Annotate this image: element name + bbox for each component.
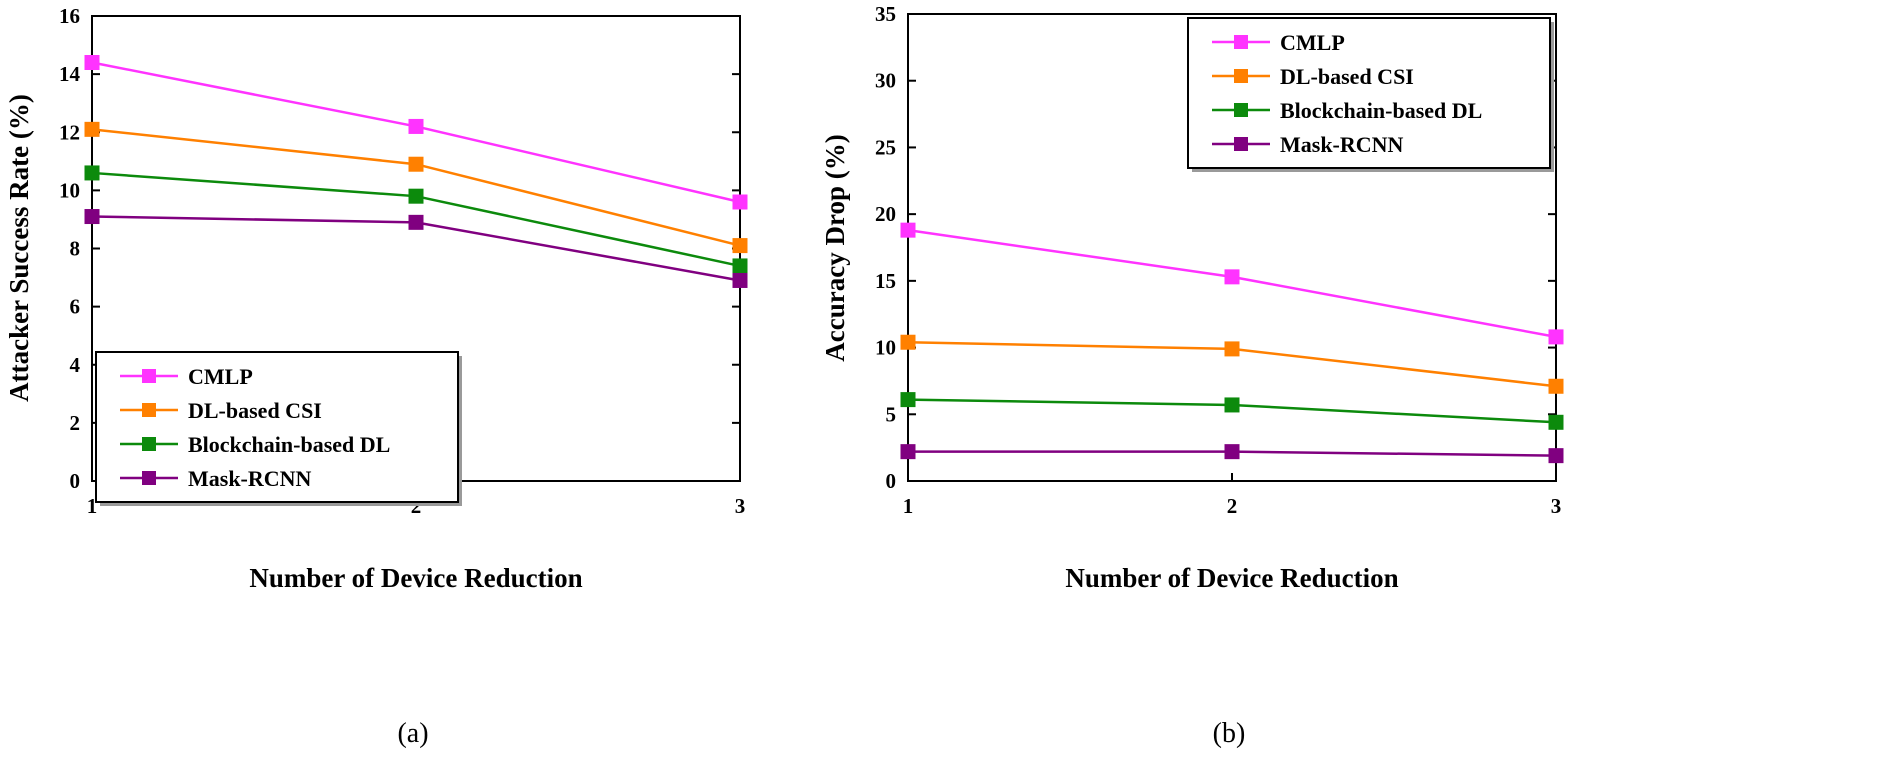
chart-b: 0 5 10 15 20 25 30 35 1 2 3 Number of Device Reduct… bbox=[820, 2, 1564, 749]
data-point bbox=[1548, 448, 1564, 464]
x-tick-label: 1 bbox=[903, 494, 914, 518]
data-point bbox=[732, 238, 748, 254]
legend-swatch-marker bbox=[142, 369, 156, 383]
legend-swatch-marker bbox=[1234, 103, 1248, 117]
data-point bbox=[900, 222, 916, 238]
y-tick-label: 5 bbox=[886, 402, 897, 426]
y-axis-title: Accuracy Drop (%) bbox=[820, 134, 850, 361]
y-tick-label: 0 bbox=[70, 469, 81, 493]
y-tick-label: 15 bbox=[875, 269, 896, 293]
legend-label: DL-based CSI bbox=[188, 398, 322, 423]
data-point bbox=[1224, 269, 1240, 285]
legend-label: CMLP bbox=[188, 364, 253, 389]
data-point bbox=[900, 392, 916, 408]
y-tick-label: 35 bbox=[875, 2, 896, 26]
y-tick-label: 4 bbox=[70, 353, 81, 377]
legend-label: Mask-RCNN bbox=[1280, 132, 1404, 157]
data-point bbox=[408, 156, 424, 172]
legend-swatch-marker bbox=[1234, 35, 1248, 49]
legend-label: Mask-RCNN bbox=[188, 466, 312, 491]
data-point bbox=[1224, 341, 1240, 357]
legend-swatch-marker bbox=[142, 437, 156, 451]
chart-a: 0246810121416123Number of Device Reducti… bbox=[4, 4, 748, 749]
data-point bbox=[1548, 329, 1564, 345]
x-tick-label: 3 bbox=[1551, 494, 1562, 518]
y-tick-label: 12 bbox=[59, 120, 80, 144]
legend-label: Blockchain-based DL bbox=[188, 432, 390, 457]
chart-caption: (a) bbox=[397, 718, 428, 749]
y-tick-label: 14 bbox=[59, 62, 81, 86]
legend-label: DL-based CSI bbox=[1280, 64, 1414, 89]
data-point bbox=[84, 209, 100, 225]
chart-caption: (b) bbox=[1213, 718, 1246, 749]
data-point bbox=[900, 444, 916, 460]
data-point bbox=[84, 55, 100, 70]
y-tick-label: 30 bbox=[875, 69, 896, 93]
data-point bbox=[1224, 444, 1240, 460]
y-tick-label: 16 bbox=[59, 4, 80, 28]
legend-label: CMLP bbox=[1280, 30, 1345, 55]
data-point bbox=[732, 258, 748, 274]
x-axis-title: Number of Device Reduction bbox=[249, 563, 582, 593]
x-tick-label: 2 bbox=[1227, 494, 1238, 518]
legend-swatch-marker bbox=[1234, 137, 1248, 151]
y-tick-label: 25 bbox=[875, 135, 896, 159]
legend-label: Blockchain-based DL bbox=[1280, 98, 1482, 123]
data-point bbox=[1548, 378, 1564, 394]
y-tick-label: 0 bbox=[886, 469, 897, 493]
y-tick-label: 8 bbox=[70, 237, 81, 261]
legend-swatch-marker bbox=[142, 403, 156, 417]
data-point bbox=[408, 118, 424, 134]
data-point bbox=[84, 165, 100, 181]
y-axis-title: Attacker Success Rate (%) bbox=[4, 94, 34, 402]
y-tick-label: 20 bbox=[875, 202, 896, 226]
y-tick-label: 2 bbox=[70, 411, 81, 435]
data-point bbox=[408, 214, 424, 230]
data-point bbox=[900, 334, 916, 350]
data-point bbox=[1224, 397, 1240, 413]
data-point bbox=[408, 188, 424, 204]
legend-swatch-marker bbox=[1234, 69, 1248, 83]
y-tick-label: 6 bbox=[70, 295, 81, 319]
x-tick-label: 1 bbox=[87, 494, 98, 518]
data-point bbox=[732, 272, 748, 288]
data-point bbox=[84, 121, 100, 137]
data-point bbox=[732, 194, 748, 210]
data-point bbox=[1548, 414, 1564, 430]
legend-swatch-marker bbox=[142, 471, 156, 485]
y-tick-label: 10 bbox=[875, 336, 896, 360]
x-tick-label: 3 bbox=[735, 494, 746, 518]
y-tick-label: 10 bbox=[59, 178, 80, 202]
x-axis-title: Number of Device Reduction bbox=[1065, 563, 1398, 593]
